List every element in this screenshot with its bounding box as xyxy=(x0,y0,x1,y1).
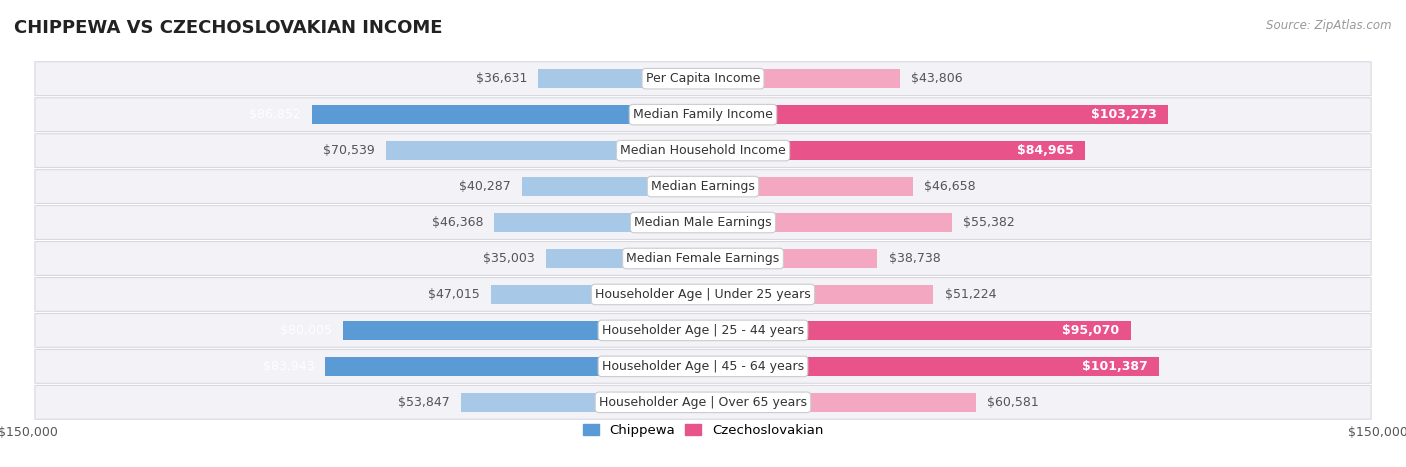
FancyBboxPatch shape xyxy=(35,349,1371,383)
Bar xyxy=(703,393,976,412)
Text: Median Female Earnings: Median Female Earnings xyxy=(627,252,779,265)
Text: $53,847: $53,847 xyxy=(398,396,450,409)
Text: $95,070: $95,070 xyxy=(1063,324,1119,337)
Bar xyxy=(703,357,1159,376)
Text: $55,382: $55,382 xyxy=(963,216,1015,229)
Text: Householder Age | Under 25 years: Householder Age | Under 25 years xyxy=(595,288,811,301)
Text: Median Family Income: Median Family Income xyxy=(633,108,773,121)
FancyBboxPatch shape xyxy=(35,62,1371,96)
Text: $60,581: $60,581 xyxy=(987,396,1039,409)
FancyBboxPatch shape xyxy=(35,170,1371,204)
FancyBboxPatch shape xyxy=(35,241,1371,276)
Text: Median Household Income: Median Household Income xyxy=(620,144,786,157)
Bar xyxy=(546,249,703,268)
Text: Per Capita Income: Per Capita Income xyxy=(645,72,761,85)
Bar xyxy=(538,69,703,88)
Text: Householder Age | 25 - 44 years: Householder Age | 25 - 44 years xyxy=(602,324,804,337)
Text: $83,943: $83,943 xyxy=(263,360,314,373)
Text: $35,003: $35,003 xyxy=(482,252,534,265)
Text: $70,539: $70,539 xyxy=(322,144,374,157)
Bar xyxy=(492,285,703,304)
Bar xyxy=(703,69,900,88)
Text: $43,806: $43,806 xyxy=(911,72,963,85)
Bar xyxy=(703,141,1085,160)
Bar xyxy=(703,285,934,304)
Bar xyxy=(703,105,1167,124)
Text: Median Male Earnings: Median Male Earnings xyxy=(634,216,772,229)
Bar xyxy=(703,177,912,196)
Bar xyxy=(495,213,703,232)
FancyBboxPatch shape xyxy=(35,134,1371,168)
Text: $46,658: $46,658 xyxy=(924,180,976,193)
Text: $47,015: $47,015 xyxy=(429,288,481,301)
Text: CHIPPEWA VS CZECHOSLOVAKIAN INCOME: CHIPPEWA VS CZECHOSLOVAKIAN INCOME xyxy=(14,19,443,37)
Text: $80,005: $80,005 xyxy=(280,324,332,337)
Text: Householder Age | Over 65 years: Householder Age | Over 65 years xyxy=(599,396,807,409)
Text: $101,387: $101,387 xyxy=(1083,360,1147,373)
Text: $40,287: $40,287 xyxy=(458,180,510,193)
Text: $38,738: $38,738 xyxy=(889,252,941,265)
Legend: Chippewa, Czechoslovakian: Chippewa, Czechoslovakian xyxy=(578,419,828,442)
Text: Source: ZipAtlas.com: Source: ZipAtlas.com xyxy=(1267,19,1392,32)
Bar xyxy=(325,357,703,376)
Text: Householder Age | 45 - 64 years: Householder Age | 45 - 64 years xyxy=(602,360,804,373)
Bar xyxy=(343,321,703,340)
Text: $51,224: $51,224 xyxy=(945,288,997,301)
Bar xyxy=(703,213,952,232)
FancyBboxPatch shape xyxy=(35,98,1371,132)
Text: $46,368: $46,368 xyxy=(432,216,484,229)
Bar xyxy=(522,177,703,196)
Bar xyxy=(461,393,703,412)
Text: Median Earnings: Median Earnings xyxy=(651,180,755,193)
Text: $103,273: $103,273 xyxy=(1091,108,1156,121)
FancyBboxPatch shape xyxy=(35,385,1371,419)
FancyBboxPatch shape xyxy=(35,313,1371,347)
Bar xyxy=(703,321,1130,340)
Text: $86,852: $86,852 xyxy=(249,108,301,121)
Text: $36,631: $36,631 xyxy=(475,72,527,85)
Bar xyxy=(312,105,703,124)
FancyBboxPatch shape xyxy=(35,205,1371,240)
FancyBboxPatch shape xyxy=(35,277,1371,311)
Bar xyxy=(703,249,877,268)
Text: $84,965: $84,965 xyxy=(1017,144,1074,157)
Bar xyxy=(385,141,703,160)
